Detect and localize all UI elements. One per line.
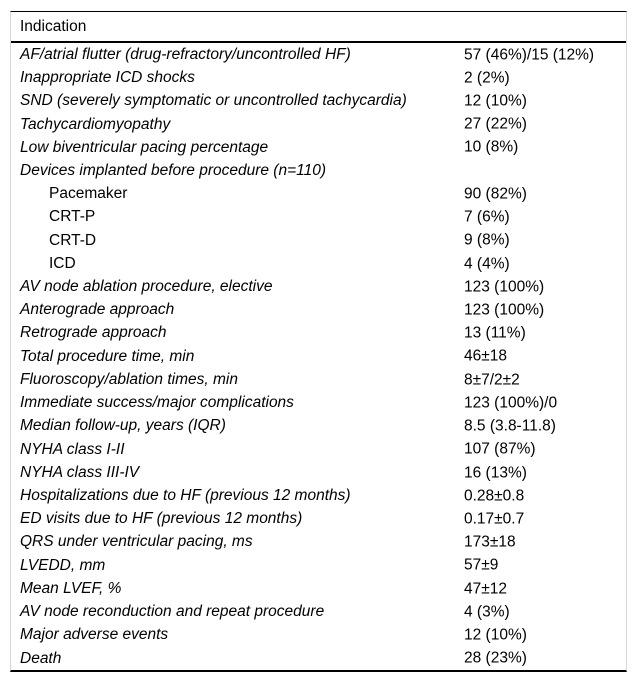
table-row: Fluoroscopy/ablation times, min 8±7/2±2 — [11, 368, 626, 391]
row-label: Low biventricular pacing percentage — [20, 138, 269, 156]
table-row: Hospitalizations due to HF (previous 12 … — [11, 484, 626, 507]
table-row: Major adverse events 12 (10%) — [11, 623, 626, 646]
table-row: Pacemaker 90 (82%) — [11, 182, 626, 205]
table-row: CRT-D 9 (8%) — [11, 229, 626, 252]
row-label: Median follow-up, years (IQR) — [20, 417, 226, 435]
table-row: AV node ablation procedure, elective 123… — [11, 275, 626, 298]
row-value: 107 (87%) — [464, 440, 536, 458]
table-row: Median follow-up, years (IQR) 8.5 (3.8-1… — [11, 415, 626, 438]
row-label: AV node ablation procedure, elective — [20, 278, 273, 296]
row-value: 4 (4%) — [464, 254, 510, 272]
row-label: NYHA class III-IV — [20, 463, 140, 481]
row-value: 10 (8%) — [464, 138, 519, 156]
row-label: Pacemaker — [49, 185, 128, 203]
row-value: 123 (100%) — [464, 278, 545, 296]
row-value: 0.28±0.8 — [464, 487, 525, 505]
row-value: 57±9 — [464, 556, 499, 574]
table-body: AF/atrial flutter (drug-refractory/uncon… — [11, 43, 626, 670]
table-row: Death 28 (23%) — [11, 647, 626, 670]
table-row: Tachycardiomyopathy 27 (22%) — [11, 113, 626, 136]
row-label: Mean LVEF, % — [20, 579, 122, 597]
table-row: Retrograde approach 13 (11%) — [11, 322, 626, 345]
indication-table: Indication AF/atrial flutter (drug-refra… — [10, 11, 627, 672]
row-label: Major adverse events — [20, 626, 169, 644]
row-label: AF/atrial flutter (drug-refractory/uncon… — [20, 45, 351, 63]
row-label: Devices implanted before procedure (n=11… — [20, 161, 327, 179]
table-row: Immediate success/major complications 12… — [11, 391, 626, 414]
row-label: AV node reconduction and repeat procedur… — [20, 603, 325, 621]
row-label: Inappropriate ICD shocks — [20, 69, 195, 87]
table-row: AV node reconduction and repeat procedur… — [11, 600, 626, 623]
row-value: 46±18 — [464, 347, 507, 365]
table-row: Inappropriate ICD shocks 2 (2%) — [11, 66, 626, 89]
row-value: 123 (100%) — [464, 301, 545, 319]
row-value: 28 (23%) — [464, 649, 527, 667]
table-row: AF/atrial flutter (drug-refractory/uncon… — [11, 43, 626, 66]
row-label: CRT-D — [49, 231, 97, 249]
row-value: 12 (10%) — [464, 626, 527, 644]
table-row: LVEDD, mm 57±9 — [11, 554, 626, 577]
table-row: ED visits due to HF (previous 12 months)… — [11, 507, 626, 530]
table-row: CRT-P 7 (6%) — [11, 206, 626, 229]
row-value: 4 (3%) — [464, 603, 510, 621]
table-row: NYHA class I-II 107 (87%) — [11, 438, 626, 461]
row-label: SND (severely symptomatic or uncontrolle… — [20, 92, 407, 110]
table-row: Total procedure time, min 46±18 — [11, 345, 626, 368]
row-label: QRS under ventricular pacing, ms — [20, 533, 253, 551]
table-row: SND (severely symptomatic or uncontrolle… — [11, 89, 626, 112]
row-value: 7 (6%) — [464, 208, 510, 226]
row-value: 123 (100%)/0 — [464, 394, 558, 412]
row-label: ED visits due to HF (previous 12 months) — [20, 510, 303, 528]
table-row: Devices implanted before procedure (n=11… — [11, 159, 626, 182]
row-value: 47±12 — [464, 579, 507, 597]
row-label: Fluoroscopy/ablation times, min — [20, 370, 238, 388]
row-label: Retrograde approach — [20, 324, 167, 342]
row-value: 173±18 — [464, 533, 516, 551]
row-label: Immediate success/major complications — [20, 394, 294, 412]
table-header-row: Indication — [11, 12, 626, 43]
table-row: QRS under ventricular pacing, ms 173±18 — [11, 531, 626, 554]
row-value: 8.5 (3.8-11.8) — [464, 417, 556, 435]
row-value: 9 (8%) — [464, 231, 510, 249]
table-row: Anterograde approach 123 (100%) — [11, 298, 626, 321]
row-value: 57 (46%)/15 (12%) — [464, 45, 595, 63]
row-value: 27 (22%) — [464, 115, 527, 133]
row-label: Death — [20, 649, 62, 667]
row-label: CRT-P — [49, 208, 96, 226]
table-header-label: Indication — [20, 17, 87, 35]
row-label: ICD — [49, 254, 76, 272]
row-value: 90 (82%) — [464, 185, 527, 203]
row-label: Tachycardiomyopathy — [20, 115, 171, 133]
row-label: LVEDD, mm — [20, 556, 106, 574]
row-label: Total procedure time, min — [20, 347, 195, 365]
table-row: NYHA class III-IV 16 (13%) — [11, 461, 626, 484]
row-label: NYHA class I-II — [20, 440, 125, 458]
row-value: 13 (11%) — [464, 324, 526, 342]
row-value: 16 (13%) — [464, 463, 527, 481]
row-value: 0.17±0.7 — [464, 510, 525, 528]
table-row: Mean LVEF, % 47±12 — [11, 577, 626, 600]
table-row: ICD 4 (4%) — [11, 252, 626, 275]
row-value: 12 (10%) — [464, 92, 527, 110]
row-label: Anterograde approach — [20, 301, 175, 319]
row-label: Hospitalizations due to HF (previous 12 … — [20, 487, 351, 505]
table-row: Low biventricular pacing percentage 10 (… — [11, 136, 626, 159]
row-value: 8±7/2±2 — [464, 370, 520, 388]
row-value: 2 (2%) — [464, 69, 510, 87]
